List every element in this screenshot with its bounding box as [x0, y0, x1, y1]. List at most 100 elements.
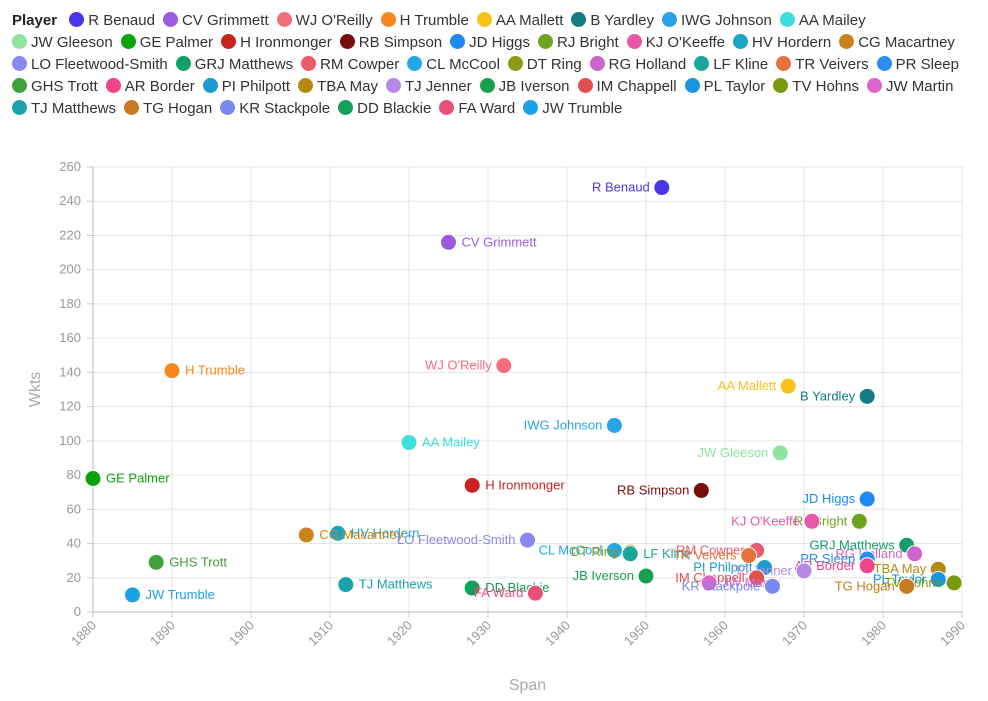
legend-item[interactable]: LO Fleetwood-Smith — [12, 54, 168, 76]
y-tick-label: 120 — [59, 399, 81, 414]
legend-label: RB Simpson — [358, 34, 443, 51]
data-point — [803, 512, 821, 530]
legend-label: HV Hordern — [752, 34, 832, 51]
legend-item[interactable]: JW Gleeson — [12, 32, 113, 54]
data-point — [84, 470, 102, 487]
legend-label: RG Holland — [608, 56, 687, 73]
data-point — [526, 584, 544, 602]
data-point — [463, 579, 481, 597]
legend-swatch — [338, 100, 354, 115]
legend-item[interactable]: CG Macartney — [839, 32, 955, 54]
legend-swatch — [120, 34, 136, 49]
data-label: GRJ Matthews — [809, 537, 895, 552]
y-tick-label: 60 — [67, 501, 81, 516]
data-point — [763, 577, 781, 595]
legend-item[interactable]: H Trumble — [380, 10, 469, 32]
legend-item[interactable]: JW Martin — [866, 76, 954, 98]
legend-item[interactable]: AR Border — [105, 76, 195, 98]
legend-item[interactable]: CV Grimmett — [162, 10, 269, 32]
legend-item[interactable]: AA Mallett — [476, 10, 563, 32]
data-point — [748, 569, 766, 587]
legend-label: GRJ Matthews — [194, 56, 294, 73]
legend-swatch — [276, 12, 292, 27]
legend-item[interactable]: KR Stackpole — [220, 98, 330, 120]
legend-item[interactable]: JD Higgs — [450, 32, 530, 54]
legend-item[interactable]: RJ Bright — [538, 32, 619, 54]
legend-item[interactable]: IWG Johnson — [662, 10, 772, 32]
legend-item[interactable]: RM Cowper — [301, 54, 399, 76]
legend-item[interactable]: FA Ward — [439, 98, 515, 120]
data-point — [637, 567, 655, 585]
legend-item[interactable]: TR Veivers — [776, 54, 869, 76]
y-tick-label: 180 — [59, 296, 81, 311]
legend-item[interactable]: KJ O'Keeffe — [626, 32, 726, 54]
legend-item[interactable]: TG Hogan — [124, 98, 212, 120]
legend-swatch — [479, 78, 495, 93]
legend-label: RM Cowper — [320, 56, 400, 73]
legend-item[interactable]: TJ Jenner — [385, 76, 472, 98]
legend-label: JW Trumble — [542, 100, 623, 117]
legend-label: KJ O'Keeffe — [645, 34, 726, 51]
legend-swatch — [162, 12, 178, 27]
legend-item[interactable]: TV Hohns — [773, 76, 859, 98]
legend-item[interactable]: CL McCool — [407, 54, 500, 76]
legend-swatch — [571, 12, 587, 27]
data-label: CV Grimmett — [462, 234, 538, 249]
legend-item[interactable]: H Ironmonger — [221, 32, 332, 54]
legend-item[interactable]: RG Holland — [589, 54, 687, 76]
legend-swatch — [175, 56, 191, 71]
legend-item[interactable]: PI Philpott — [202, 76, 290, 98]
legend-item[interactable]: JB Iverson — [479, 76, 570, 98]
data-label: IWG Johnson — [524, 417, 603, 432]
y-axis-title: Wkts — [27, 372, 44, 408]
legend-item[interactable]: DD Blackie — [338, 98, 431, 120]
data-point — [400, 434, 418, 452]
legend-item[interactable]: GRJ Matthews — [175, 54, 294, 76]
data-point — [898, 577, 916, 595]
data-point — [329, 524, 347, 542]
data-label: WJ O'Reilly — [425, 358, 492, 373]
legend-item[interactable]: LF Kline — [694, 54, 768, 76]
legend-label: DD Blackie — [357, 100, 432, 117]
legend-item[interactable]: DT Ring — [507, 54, 582, 76]
legend-item[interactable]: GHS Trott — [12, 76, 98, 98]
legend-item[interactable]: HV Hordern — [733, 32, 831, 54]
legend-label: CL McCool — [426, 56, 500, 73]
legend-label: PL Taylor — [703, 78, 766, 95]
legend-swatch — [385, 78, 401, 93]
legend-label: JB Iverson — [498, 78, 570, 95]
data-point — [945, 574, 963, 592]
legend-swatch — [507, 56, 523, 71]
y-tick-label: 200 — [59, 262, 81, 277]
legend-item[interactable]: B Yardley — [571, 10, 654, 32]
legend-label: WJ O'Reilly — [295, 12, 373, 29]
legend-item[interactable]: TJ Matthews — [12, 98, 116, 120]
legend-item[interactable]: WJ O'Reilly — [276, 10, 373, 32]
legend-item[interactable]: AA Mailey — [779, 10, 866, 32]
legend-item[interactable]: PL Taylor — [684, 76, 766, 98]
x-tick-label: 1910 — [305, 618, 336, 649]
legend-label: AA Mailey — [798, 12, 866, 29]
x-tick-label: 1880 — [68, 618, 99, 649]
data-point — [858, 557, 876, 575]
legend-swatch — [124, 100, 140, 115]
data-point — [740, 547, 758, 565]
data-point — [653, 179, 671, 197]
data-label: GE Palmer — [106, 471, 170, 486]
legend-item[interactable]: JW Trumble — [523, 98, 622, 120]
data-label: HV Hordern — [351, 525, 420, 540]
legend-label: H Trumble — [399, 12, 469, 29]
legend-label: TV Hohns — [792, 78, 859, 95]
legend-item[interactable]: PR Sleep — [876, 54, 959, 76]
legend-label: JW Martin — [885, 78, 954, 95]
legend-swatch — [839, 34, 855, 49]
legend-item[interactable]: IM Chappell — [577, 76, 677, 98]
legend-item[interactable]: RB Simpson — [339, 32, 443, 54]
legend-item[interactable]: GE Palmer — [120, 32, 213, 54]
data-point — [858, 387, 876, 405]
legend-swatch — [450, 34, 466, 49]
legend-item[interactable]: TBA May — [298, 76, 378, 98]
legend-item[interactable]: R Benaud — [69, 10, 155, 32]
data-label: R Benaud — [592, 180, 650, 195]
legend-swatch — [12, 78, 27, 93]
